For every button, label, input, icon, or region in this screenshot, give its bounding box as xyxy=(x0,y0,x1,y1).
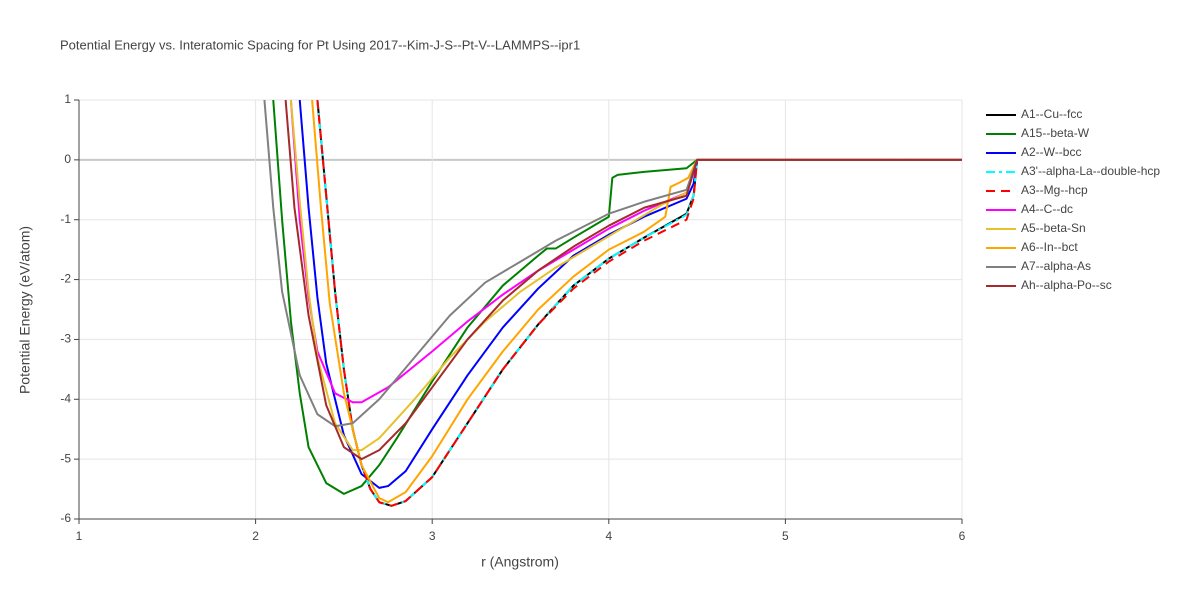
series-line xyxy=(316,100,962,507)
y-axis-label: Potential Energy (eV/atom) xyxy=(17,226,33,394)
legend-label: A5--beta-Sn xyxy=(1021,221,1086,235)
series-line xyxy=(284,100,962,461)
plot-area xyxy=(263,100,962,507)
grid: -6 -5 -4 -3 -2 -1 0 1 1 2 3 4 5 6 xyxy=(60,92,965,543)
legend-label: A15--beta-W xyxy=(1021,126,1090,140)
legend-label: A3--Mg--hcp xyxy=(1021,183,1088,197)
legend-label: A4--C--dc xyxy=(1021,202,1073,216)
y-tick-label: -5 xyxy=(60,451,71,465)
x-axis-label: r (Angstrom) xyxy=(481,554,559,570)
series-line xyxy=(263,100,962,428)
x-tick-label: 3 xyxy=(429,529,436,543)
y-tick-label: -1 xyxy=(60,212,71,226)
series-line xyxy=(272,100,962,495)
legend-label: A7--alpha-As xyxy=(1021,259,1091,273)
legend-label: A6--In--bct xyxy=(1021,240,1078,254)
y-tick-label: -2 xyxy=(60,272,71,286)
y-tick-label: -6 xyxy=(60,511,71,525)
legend-label: A3'--alpha-La--double-hcp xyxy=(1021,164,1160,178)
series-line xyxy=(289,100,962,452)
x-tick-label: 6 xyxy=(959,529,966,543)
x-tick-label: 5 xyxy=(782,529,789,543)
x-tick-label: 2 xyxy=(252,529,259,543)
series-line xyxy=(316,100,962,507)
y-tick-label: 0 xyxy=(64,152,71,166)
chart-title: Potential Energy vs. Interatomic Spacing… xyxy=(60,37,580,52)
series-line xyxy=(289,100,962,404)
x-tick-label: 4 xyxy=(605,529,612,543)
y-tick-label: 1 xyxy=(64,92,71,106)
series-line xyxy=(316,100,962,507)
legend-label: A2--W--bcc xyxy=(1021,145,1081,159)
legend: A1--Cu--fcc A15--beta-W A2--W--bcc A3'--alp… xyxy=(986,107,1160,292)
x-tick-label: 1 xyxy=(76,529,83,543)
y-tick-label: -4 xyxy=(60,391,71,405)
legend-label: Ah--alpha-Po--sc xyxy=(1021,278,1112,292)
series-line xyxy=(311,100,962,504)
y-tick-label: -3 xyxy=(60,332,71,346)
legend-label: A1--Cu--fcc xyxy=(1021,107,1082,121)
